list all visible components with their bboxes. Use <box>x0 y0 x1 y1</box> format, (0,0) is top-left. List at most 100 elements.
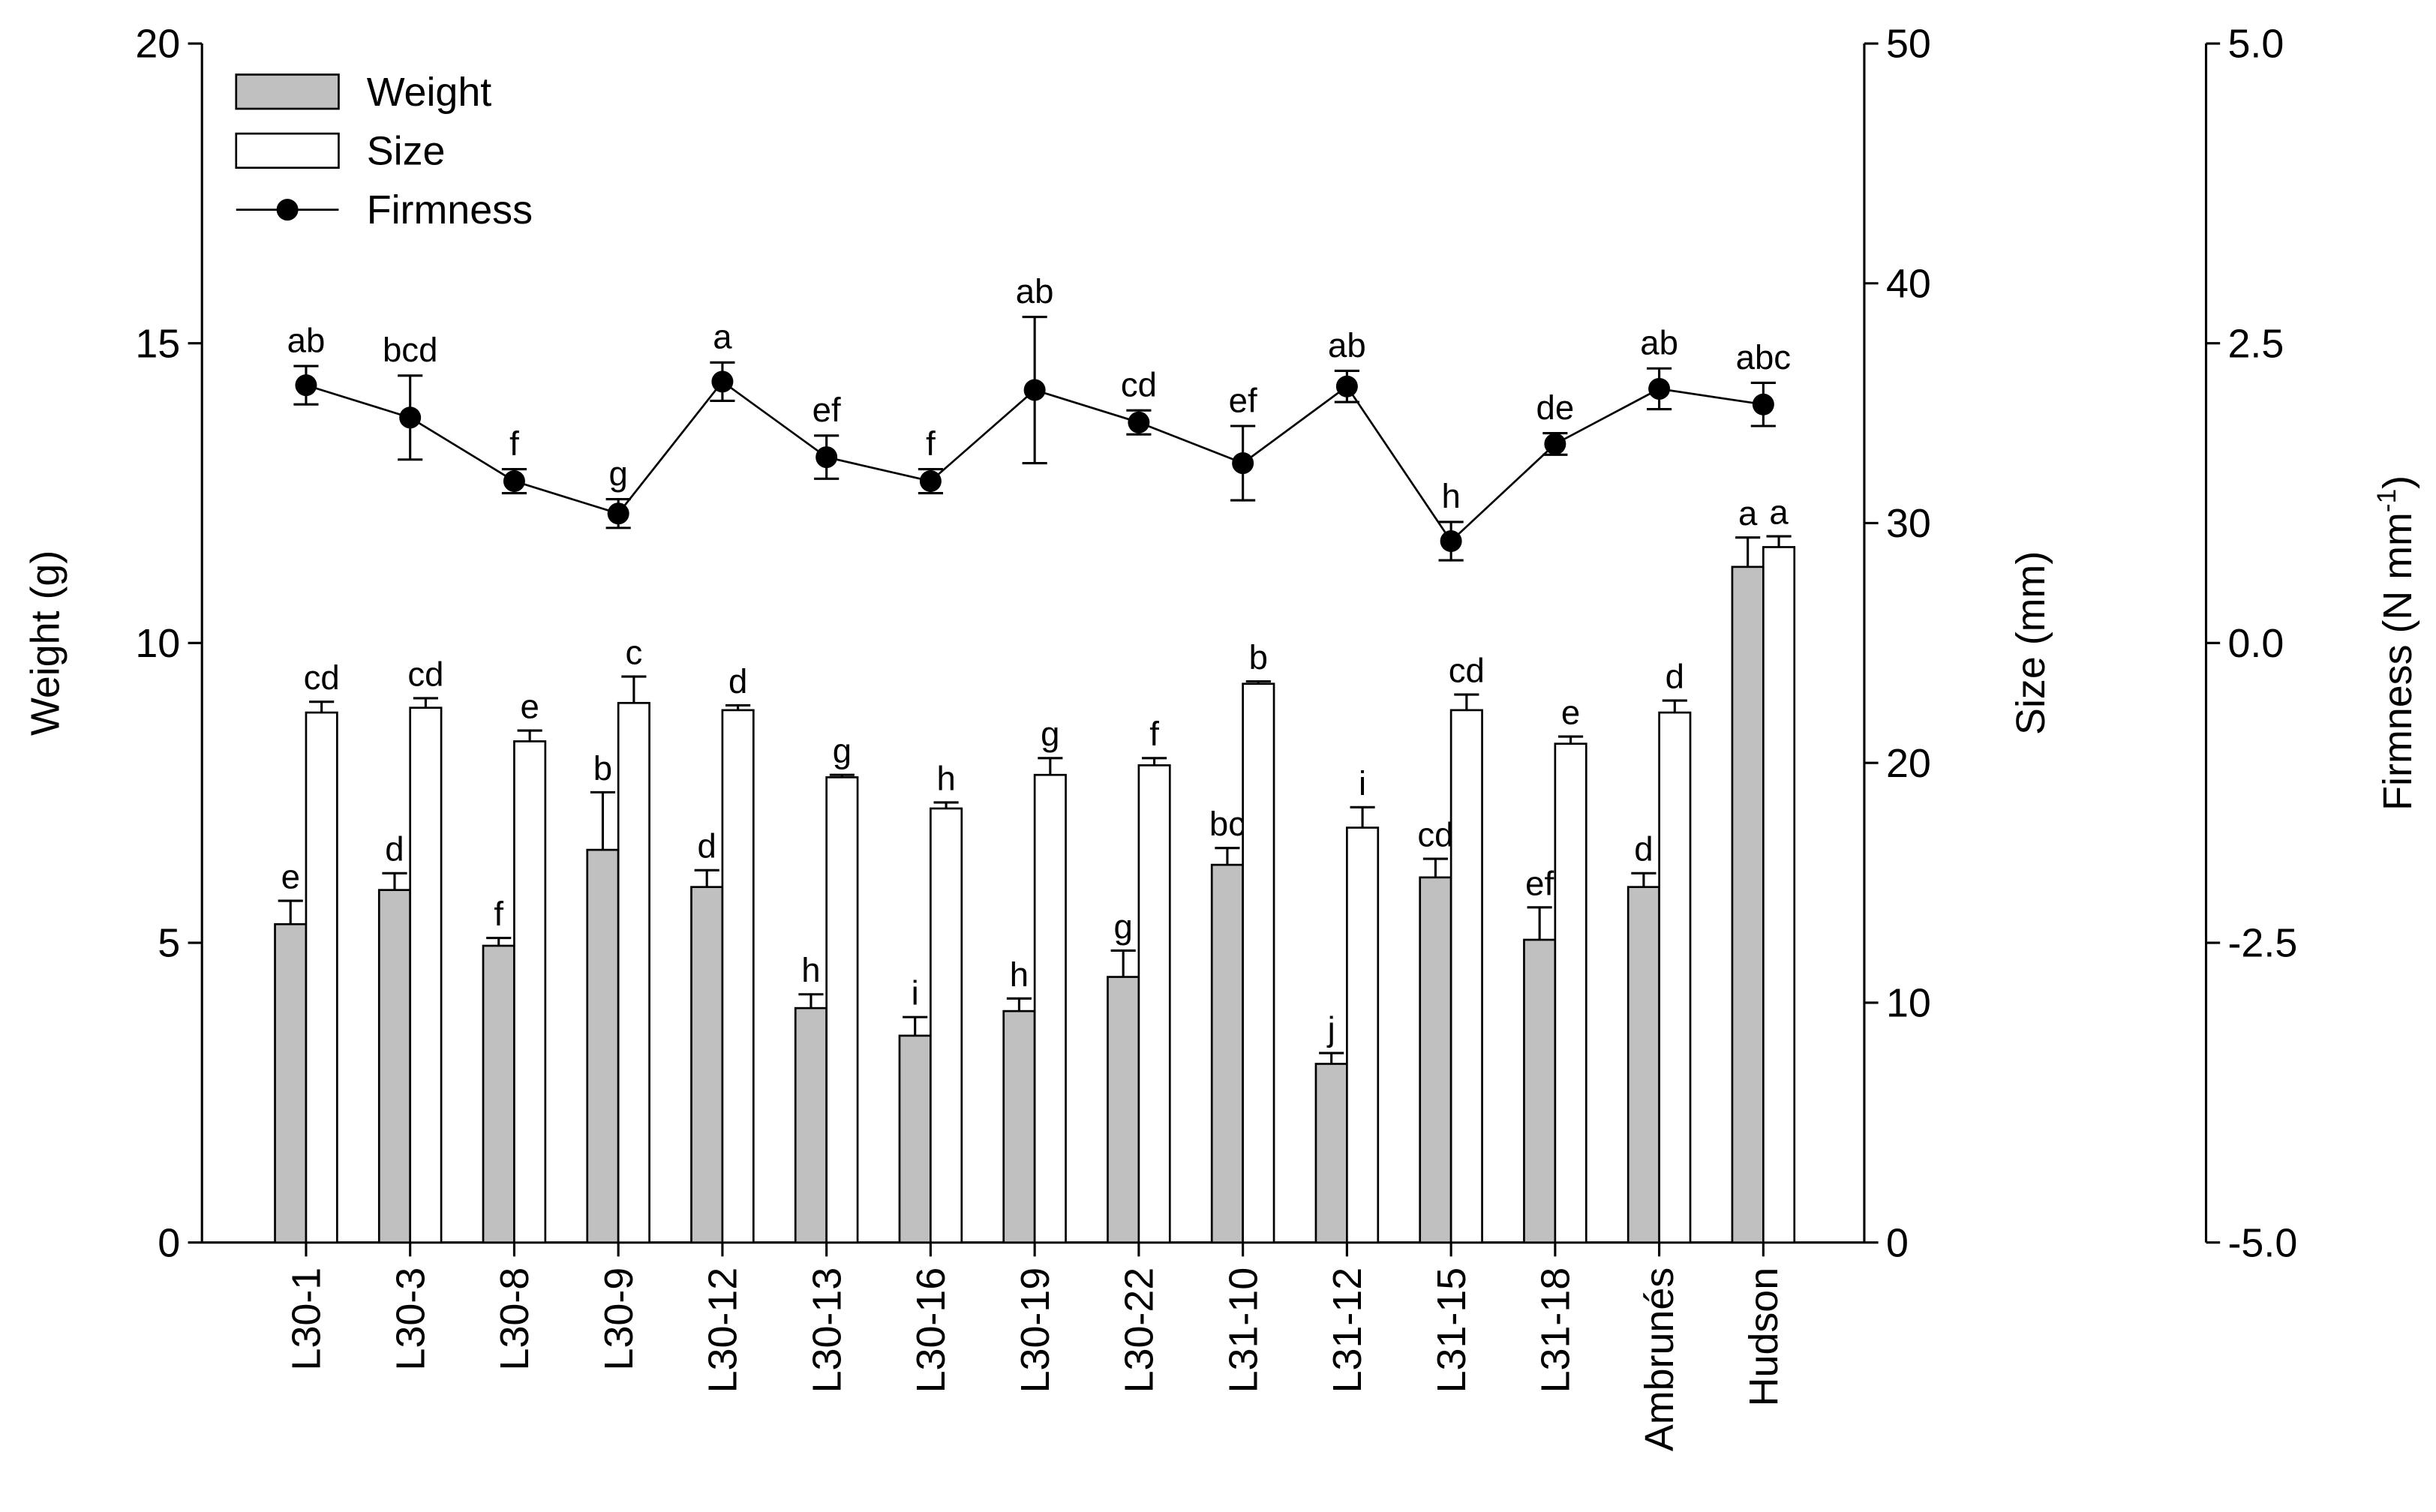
y3-axis-label-end: ) <box>2375 476 2420 489</box>
sig-letter: i <box>912 974 919 1012</box>
sig-letter: i <box>1359 764 1366 802</box>
x-tick-label: L30-13 <box>804 1268 849 1394</box>
sig-letter: a <box>1769 494 1789 532</box>
y2-axis-label: Size (mm) <box>2008 551 2053 735</box>
sig-letter: cd <box>304 658 340 697</box>
x-tick-label: L30-16 <box>909 1268 954 1394</box>
legend-swatch <box>235 132 340 170</box>
bar <box>690 886 724 1244</box>
x-tick-label: L30-19 <box>1013 1268 1058 1394</box>
y3-axis-label: Firmness (N mm-1) <box>2372 476 2420 811</box>
bar <box>513 740 547 1244</box>
sig-letter: h <box>1010 956 1029 994</box>
bar <box>825 776 859 1244</box>
sig-letter: e <box>281 857 300 896</box>
y3-tick-label: 2.5 <box>2228 321 2284 366</box>
bar <box>1314 1063 1348 1244</box>
bar <box>1627 886 1660 1244</box>
bar <box>1346 826 1380 1244</box>
bar <box>274 922 308 1244</box>
sig-letter: f <box>926 424 936 463</box>
firmness-point <box>503 470 525 493</box>
legend-label: Firmness <box>367 188 533 232</box>
bar <box>1419 876 1452 1244</box>
bar <box>930 807 963 1244</box>
bar <box>1033 773 1067 1244</box>
x-tick-label: L31-18 <box>1533 1268 1578 1394</box>
firmness-point <box>607 502 629 525</box>
sig-letter: ab <box>1640 324 1678 362</box>
y-tick-label: 20 <box>135 22 180 67</box>
x-tick-label: Hudson <box>1741 1268 1786 1407</box>
firmness-point <box>919 470 942 493</box>
sig-letter: cd <box>1417 816 1453 854</box>
sig-letter: d <box>385 830 404 868</box>
firmness-point <box>816 446 838 469</box>
x-tick-label: L30-1 <box>284 1268 329 1371</box>
firmness-point <box>1544 433 1566 455</box>
sig-letter: a <box>1738 494 1758 532</box>
sig-letter: c <box>625 634 642 672</box>
y3-tick-label: -2.5 <box>2228 921 2298 966</box>
sig-letter: a <box>713 318 732 356</box>
firmness-point <box>1752 393 1774 416</box>
x-tick-label: L31-15 <box>1429 1268 1474 1394</box>
bar <box>305 711 338 1244</box>
bar <box>794 1006 828 1244</box>
bar <box>482 944 515 1244</box>
sig-letter: ab <box>1328 326 1366 364</box>
y3-tick-label: 0.0 <box>2228 621 2284 666</box>
y2-tick-label: 50 <box>1886 22 1931 67</box>
sig-letter: b <box>1249 638 1268 676</box>
x-tick-label: L30-8 <box>492 1268 537 1371</box>
sig-letter: d <box>698 827 716 866</box>
firmness-point <box>295 374 317 397</box>
y-axis-label: Weight (g) <box>23 550 68 736</box>
firmness-point <box>1232 452 1254 475</box>
sig-letter: f <box>509 424 519 463</box>
bar <box>1523 938 1557 1244</box>
legend-swatch <box>276 199 299 221</box>
bar <box>898 1034 932 1244</box>
firmness-point <box>1440 530 1462 552</box>
y2-tick-label: 40 <box>1886 261 1931 306</box>
sig-letter: g <box>1114 908 1133 946</box>
bar <box>1210 863 1244 1244</box>
sig-letter: cd <box>407 655 443 693</box>
y3-axis-label-main: Firmness (N mm <box>2375 512 2420 811</box>
sig-letter: e <box>520 687 539 725</box>
bar <box>1731 566 1765 1244</box>
bar <box>1762 546 1796 1244</box>
sig-letter: e <box>1561 693 1580 731</box>
legend-label: Size <box>367 129 446 174</box>
bar <box>617 701 650 1244</box>
y3-tick-label: -5.0 <box>2228 1220 2298 1265</box>
y2-tick-label: 30 <box>1886 501 1931 546</box>
y3-tick-label: 5.0 <box>2228 22 2284 67</box>
sig-letter: b <box>593 749 612 788</box>
sig-letter: ef <box>1525 864 1554 902</box>
x-tick-label: L31-12 <box>1325 1268 1370 1394</box>
y3-axis-label-sup: -1 <box>2372 489 2401 512</box>
firmness-point <box>1128 411 1150 434</box>
firmness-point <box>1023 379 1046 401</box>
sig-letter: d <box>1666 658 1684 696</box>
sig-letter: de <box>1536 388 1575 427</box>
x-tick-label: L30-12 <box>701 1268 746 1394</box>
bar <box>1449 709 1483 1244</box>
sig-letter: cd <box>1121 366 1157 404</box>
firmness-point <box>1335 375 1358 398</box>
bar <box>1107 976 1140 1244</box>
legend-label: Weight <box>367 70 492 115</box>
y-tick-label: 5 <box>158 921 180 966</box>
sig-letter: h <box>1441 477 1460 515</box>
sig-letter: ef <box>813 391 841 429</box>
sig-letter: h <box>936 759 955 797</box>
bar <box>377 889 412 1244</box>
sig-letter: ab <box>1016 272 1054 310</box>
bar <box>409 706 443 1244</box>
y-tick-label: 15 <box>135 321 180 366</box>
y2-tick-label: 20 <box>1886 741 1931 786</box>
bar <box>1554 742 1587 1244</box>
